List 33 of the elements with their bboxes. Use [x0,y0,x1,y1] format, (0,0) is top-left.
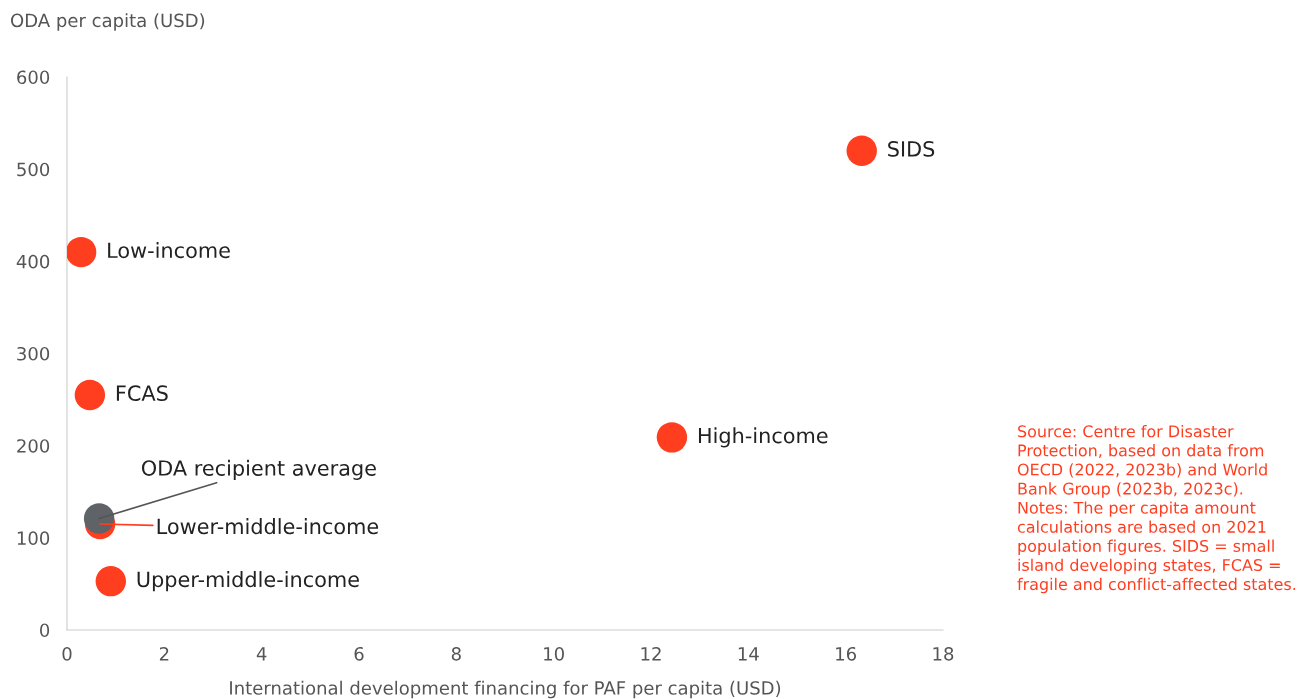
y-tick-label: 500 [17,162,50,177]
text: Source: Centre for Disaster Protection, based on data from OECD (2022, 2023b) and World Bank Group (2023b, 2023c). Notes: The per capita amount calculations are based on 2021 population figures. SIDS = small island developing states, FCAS = fragile and conflict-affected states. [1017,425,1296,594]
x-tick-label: 8 [451,646,461,661]
x-tick-label: 4 [256,647,267,661]
annotation: Lower-middle-income [157,518,379,535]
point [83,503,115,534]
x-tick-label: 16 [836,646,857,661]
x-tick-label: 18 [933,646,954,661]
y-tick-label: 400 [16,254,50,269]
y-axis-title: ODA per capita (USD) [11,13,205,31]
point [67,236,97,268]
annotation: Upper-middle-income [137,571,359,592]
point [846,135,877,166]
x-tick-label: 10 [544,646,564,661]
y-tick-label: 300 [17,346,50,361]
x-tick-label: 0 [62,646,72,661]
point [95,565,127,597]
x-tick-label: 2 [159,646,169,661]
y-tick-label: 0 [40,623,50,638]
x-tick-label: 6 [354,646,364,661]
x-axis-title: International development financing for PAF per capita (USD) [230,680,781,699]
y-tick-label: 100 [17,531,50,545]
y-tick-label: 600 [17,70,50,85]
point [656,422,688,453]
annotation: Low-income [108,242,230,259]
annotation: FCAS [116,385,168,402]
annotation: ODA recipient average [141,459,376,480]
annotation: SIDS [888,141,935,157]
point [74,379,106,411]
y-tick-label: 200 [17,439,50,453]
annotation: High-income [698,427,828,448]
x-tick-label: 12 [641,646,661,661]
x-tick-label: 14 [738,647,759,661]
